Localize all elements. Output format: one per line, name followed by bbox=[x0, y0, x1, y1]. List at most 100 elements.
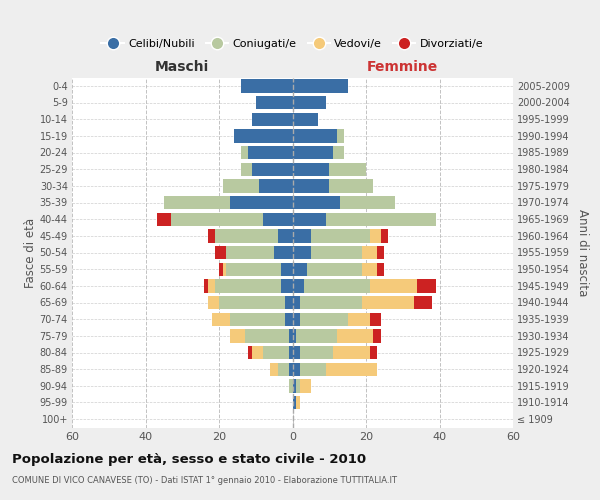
Bar bbox=[293, 279, 304, 292]
Bar bbox=[293, 212, 326, 226]
Bar bbox=[248, 346, 252, 359]
Bar bbox=[370, 279, 418, 292]
Bar bbox=[370, 229, 381, 242]
Bar bbox=[226, 246, 274, 259]
Bar bbox=[311, 246, 362, 259]
Bar bbox=[289, 362, 293, 376]
Bar bbox=[256, 96, 293, 109]
Bar bbox=[300, 312, 347, 326]
Bar bbox=[418, 279, 436, 292]
Bar bbox=[157, 212, 171, 226]
Bar bbox=[230, 329, 245, 342]
Bar bbox=[215, 229, 278, 242]
Bar bbox=[326, 212, 436, 226]
Bar bbox=[293, 396, 296, 409]
Bar bbox=[252, 346, 263, 359]
Bar bbox=[289, 379, 293, 392]
Bar bbox=[293, 129, 337, 142]
Bar bbox=[307, 262, 362, 276]
Legend: Celibi/Nubili, Coniugati/e, Vedovi/e, Divorziati/e: Celibi/Nubili, Coniugati/e, Vedovi/e, Di… bbox=[97, 34, 488, 53]
Bar bbox=[281, 262, 293, 276]
Y-axis label: Anni di nascita: Anni di nascita bbox=[577, 209, 589, 296]
Bar bbox=[337, 329, 373, 342]
Bar bbox=[293, 196, 340, 209]
Bar bbox=[296, 329, 337, 342]
Bar bbox=[278, 362, 289, 376]
Bar bbox=[248, 146, 293, 159]
Bar bbox=[333, 346, 370, 359]
Bar bbox=[293, 329, 296, 342]
Bar bbox=[300, 346, 333, 359]
Bar bbox=[329, 179, 373, 192]
Bar bbox=[293, 362, 300, 376]
Bar bbox=[208, 279, 215, 292]
Bar bbox=[230, 196, 293, 209]
Bar bbox=[337, 129, 344, 142]
Bar bbox=[245, 329, 289, 342]
Bar bbox=[259, 179, 293, 192]
Bar bbox=[293, 379, 296, 392]
Bar bbox=[281, 279, 293, 292]
Bar bbox=[300, 379, 311, 392]
Bar bbox=[293, 296, 300, 309]
Bar bbox=[285, 296, 293, 309]
Bar bbox=[212, 312, 230, 326]
Bar bbox=[362, 246, 377, 259]
Bar bbox=[300, 362, 326, 376]
Bar bbox=[171, 212, 263, 226]
Bar bbox=[293, 146, 333, 159]
Bar bbox=[329, 162, 366, 176]
Bar bbox=[293, 246, 311, 259]
Bar bbox=[296, 396, 300, 409]
Bar bbox=[293, 79, 347, 92]
Bar bbox=[293, 262, 307, 276]
Bar bbox=[289, 329, 293, 342]
Text: COMUNE DI VICO CANAVESE (TO) - Dati ISTAT 1° gennaio 2010 - Elaborazione TUTTITA: COMUNE DI VICO CANAVESE (TO) - Dati ISTA… bbox=[12, 476, 397, 485]
Y-axis label: Fasce di età: Fasce di età bbox=[23, 218, 37, 288]
Bar bbox=[208, 229, 215, 242]
Bar bbox=[263, 212, 293, 226]
Bar bbox=[241, 79, 293, 92]
Bar bbox=[293, 179, 329, 192]
Bar bbox=[347, 312, 370, 326]
Bar bbox=[230, 312, 285, 326]
Bar bbox=[414, 296, 432, 309]
Bar bbox=[164, 196, 230, 209]
Bar bbox=[293, 312, 300, 326]
Bar bbox=[293, 162, 329, 176]
Bar bbox=[252, 162, 293, 176]
Bar bbox=[204, 279, 208, 292]
Bar bbox=[296, 379, 300, 392]
Bar bbox=[293, 96, 326, 109]
Bar bbox=[293, 112, 318, 126]
Bar bbox=[326, 362, 377, 376]
Bar bbox=[362, 296, 414, 309]
Bar bbox=[208, 296, 219, 309]
Bar bbox=[370, 346, 377, 359]
Text: Popolazione per età, sesso e stato civile - 2010: Popolazione per età, sesso e stato civil… bbox=[12, 452, 366, 466]
Bar bbox=[340, 196, 395, 209]
Bar bbox=[293, 346, 300, 359]
Bar bbox=[333, 146, 344, 159]
Bar bbox=[252, 112, 293, 126]
Bar bbox=[377, 246, 385, 259]
Bar bbox=[219, 296, 285, 309]
Bar bbox=[215, 279, 281, 292]
Bar bbox=[289, 346, 293, 359]
Bar bbox=[293, 229, 311, 242]
Text: Maschi: Maschi bbox=[155, 60, 209, 74]
Bar bbox=[263, 346, 289, 359]
Bar bbox=[381, 229, 388, 242]
Bar bbox=[226, 262, 281, 276]
Bar bbox=[370, 312, 381, 326]
Text: Femmine: Femmine bbox=[367, 60, 439, 74]
Bar bbox=[234, 129, 293, 142]
Bar bbox=[241, 162, 252, 176]
Bar bbox=[373, 329, 381, 342]
Bar bbox=[271, 362, 278, 376]
Bar bbox=[300, 296, 362, 309]
Bar bbox=[223, 179, 259, 192]
Bar bbox=[215, 246, 226, 259]
Bar bbox=[377, 262, 385, 276]
Bar bbox=[304, 279, 370, 292]
